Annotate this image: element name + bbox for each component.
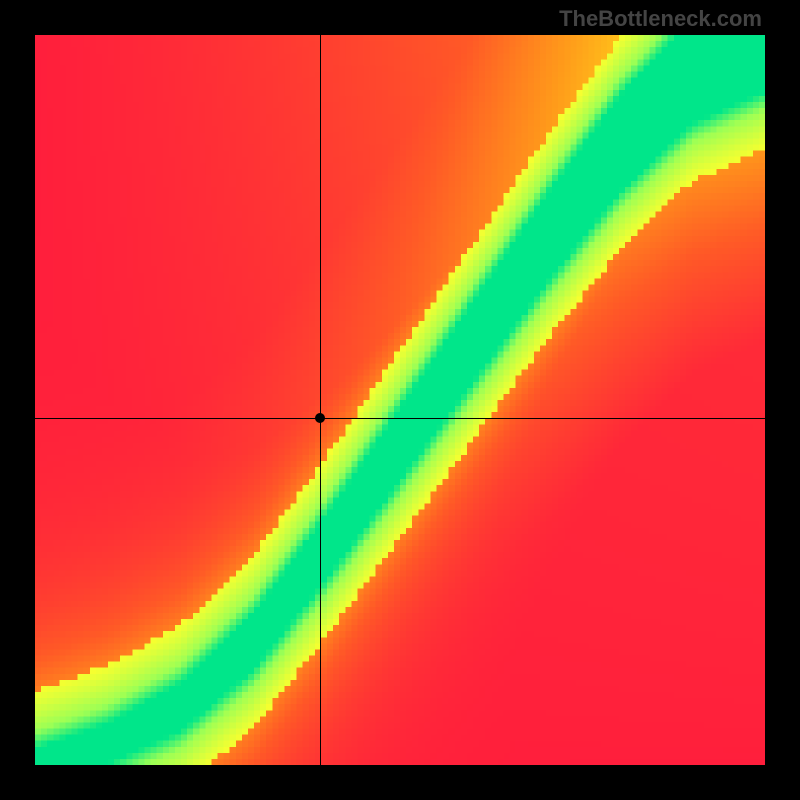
crosshair-horizontal xyxy=(35,418,765,419)
watermark-text: TheBottleneck.com xyxy=(559,6,762,32)
crosshair-vertical xyxy=(320,35,321,765)
crosshair-marker xyxy=(315,413,325,423)
bottleneck-heatmap xyxy=(35,35,765,765)
plot-area xyxy=(35,35,765,765)
